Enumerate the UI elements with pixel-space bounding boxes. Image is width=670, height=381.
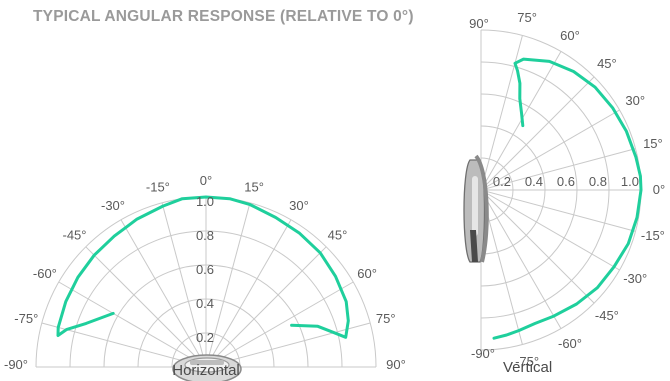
series-line-horizontal: [56, 195, 350, 339]
angle-label: 45°: [328, 228, 348, 243]
spoke--75: [41, 322, 207, 368]
device-horizontal-icon: [172, 354, 242, 381]
series-line-vertical: [492, 57, 643, 340]
radial-tick-label: 0.2: [493, 174, 511, 189]
angle-label: -75°: [14, 311, 38, 326]
angle-label: 60°: [560, 28, 580, 43]
angle-label: -75°: [515, 354, 539, 369]
spoke-75: [480, 35, 523, 191]
angle-label: -60°: [558, 336, 582, 351]
spoke-15: [480, 148, 636, 191]
polar-chart-vertical: 0.2 0.4 0.6 0.8 1.0 90° 75° 60° 45° 30° 15° 0° -15° -…: [469, 10, 665, 369]
spoke--15: [480, 189, 636, 232]
spoke-60: [205, 281, 354, 368]
angle-label: -90°: [471, 346, 495, 361]
angle-label: 0°: [653, 182, 665, 197]
spoke--45: [85, 246, 207, 368]
spoke-45: [205, 246, 327, 368]
angle-label: -30°: [101, 198, 125, 213]
angle-label: 15°: [244, 179, 264, 194]
angle-label: 75°: [517, 10, 537, 25]
radial-tick-label: 0.8: [196, 228, 214, 243]
device-vertical-icon: [463, 154, 489, 263]
angle-label: 60°: [357, 266, 377, 281]
chart-title: TYPICAL ANGULAR RESPONSE (RELATIVE TO 0°…: [33, 8, 414, 25]
angle-label: 75°: [376, 311, 396, 326]
angle-label: 30°: [289, 198, 309, 213]
angle-label: 15°: [643, 136, 663, 151]
radial-tick-label: 0.4: [196, 296, 214, 311]
angle-label: 0°: [200, 173, 212, 188]
chart-caption-vertical: Vertical: [503, 359, 552, 376]
radial-tick-label: 0.6: [557, 174, 575, 189]
radial-tick-label: 1.0: [196, 194, 214, 209]
spoke--30: [480, 189, 620, 271]
radial-tick-label: 0.8: [589, 174, 607, 189]
spoke-15: [205, 202, 251, 368]
angle-label: 45°: [597, 56, 617, 71]
angle-label: -90°: [4, 357, 28, 372]
radial-tick-label: 1.0: [621, 174, 639, 189]
spoke--45: [480, 189, 595, 304]
chart-caption-horizontal: Horizontal: [172, 362, 240, 379]
spoke--30: [120, 219, 207, 368]
spoke-30: [480, 109, 620, 191]
angle-label: -60°: [33, 266, 57, 281]
angle-label: -45°: [595, 308, 619, 323]
radial-tick-label: 0.2: [196, 330, 214, 345]
angle-label: 30°: [625, 93, 645, 108]
polar-chart-horizontal: 0.2 0.4 0.6 0.8 1.0 -90° -75° -60° -45° -30° -15° 0…: [4, 173, 406, 372]
spoke--60: [480, 189, 562, 329]
angle-label: -15°: [146, 179, 170, 194]
angle-label: 90°: [469, 16, 489, 31]
angle-label: 90°: [386, 357, 406, 372]
radial-tick-label: 0.4: [525, 174, 543, 189]
radial-tick-label: 0.6: [196, 262, 214, 277]
spoke-30: [205, 219, 292, 368]
angle-label: -45°: [63, 228, 87, 243]
angle-label: -15°: [641, 228, 665, 243]
spoke-45: [480, 76, 595, 191]
spoke--60: [58, 281, 207, 368]
angle-label: -30°: [623, 271, 647, 286]
spoke--15: [161, 202, 207, 368]
